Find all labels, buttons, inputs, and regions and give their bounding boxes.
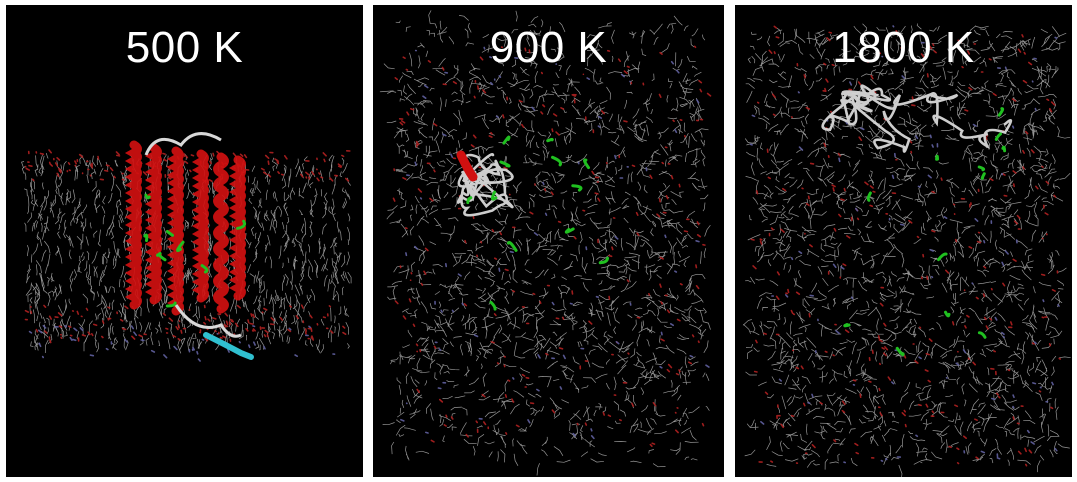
panel-1800k: 1800 K [735, 5, 1072, 477]
panel-900k: 900 K [373, 5, 724, 477]
molecular-scene-500k [21, 132, 352, 362]
molecular-scene-900k [379, 10, 712, 476]
temperature-label-900k: 900 K [489, 23, 608, 72]
temperature-label-1800k: 1800 K [832, 23, 975, 72]
panel-500k: 500 K [6, 5, 363, 477]
temperature-label-500k: 500 K [125, 23, 244, 72]
molecular-scene-1800k [742, 23, 1071, 477]
